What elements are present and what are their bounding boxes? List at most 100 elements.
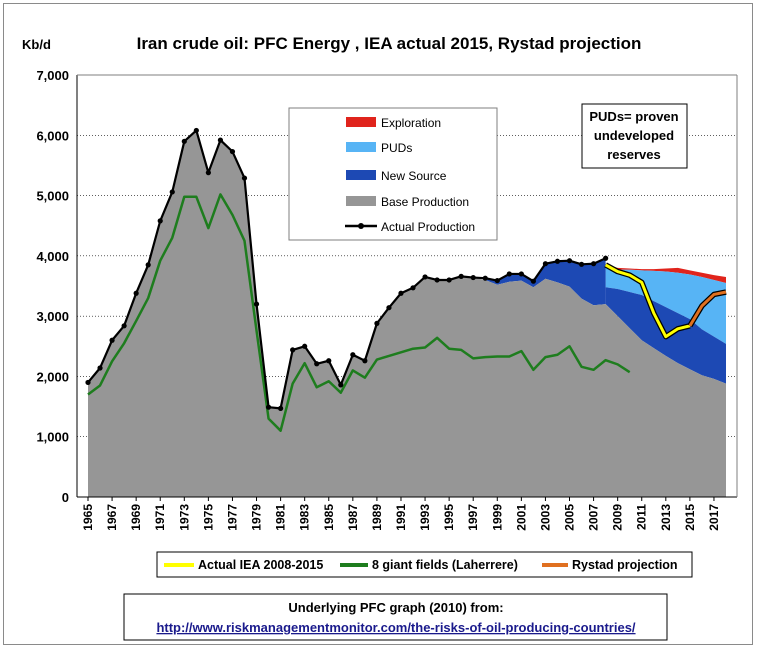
x-tick-label: 1983 <box>298 504 312 531</box>
actual-production-point <box>229 148 236 155</box>
actual-production-point <box>530 278 536 284</box>
new-source-history-area <box>485 258 606 306</box>
legend-swatch-puds <box>346 142 376 152</box>
actual-production-point <box>302 343 308 349</box>
exploration-area <box>605 264 726 283</box>
iea-actual-line <box>604 263 691 339</box>
actual-production-point <box>350 352 356 358</box>
actual-production-point <box>217 137 224 143</box>
actual-production-point <box>265 404 272 410</box>
legend-actual-production: Actual Production <box>381 220 475 234</box>
actual-production-point <box>578 261 585 267</box>
y-tick-label: 7,000 <box>36 68 69 83</box>
note-line-3: reserves <box>607 147 661 162</box>
x-tick-label: 2007 <box>587 504 601 531</box>
x-tick-label: 2013 <box>659 504 673 531</box>
actual-production-point <box>205 170 211 176</box>
actual-production-point <box>554 258 561 264</box>
actual-production-point <box>193 127 199 134</box>
actual-production-point <box>398 290 404 296</box>
x-tick-label: 2011 <box>635 504 649 530</box>
actual-production-point <box>253 301 260 307</box>
y-axis-unit: Kb/d <box>22 37 51 52</box>
x-tick-label: 1995 <box>442 504 456 531</box>
x-tick-label: 1999 <box>490 504 504 531</box>
actual-production-point <box>566 258 573 264</box>
actual-production-point <box>338 382 344 388</box>
note-line-1: PUDs= proven <box>589 109 678 124</box>
actual-production-point <box>145 262 151 268</box>
puds-area <box>605 266 726 344</box>
actual-production-point <box>458 273 464 279</box>
x-tick-label: 2001 <box>514 504 528 531</box>
legend-swatch-exploration <box>346 117 376 127</box>
x-tick-label: 2009 <box>611 504 625 531</box>
actual-production-point <box>590 261 597 267</box>
y-tick-label: 6,000 <box>36 128 69 143</box>
actual-production-point <box>157 218 163 224</box>
actual-production-point <box>506 271 512 277</box>
actual-production-point <box>422 274 428 280</box>
x-tick-label: 1989 <box>370 504 384 531</box>
actual-production-point <box>494 277 500 284</box>
puds-note: PUDs= proven undeveloped reserves <box>581 103 688 169</box>
x-tick-label: 1997 <box>466 504 480 531</box>
actual-production-point <box>97 365 103 371</box>
x-tick-label: 1975 <box>201 504 215 531</box>
actual-production-point <box>314 361 320 367</box>
inner-legend: Exploration PUDs New Source Base Product… <box>288 107 498 241</box>
base-production-area <box>88 130 726 497</box>
x-tick-label: 1993 <box>418 504 432 531</box>
actual-production-point <box>121 323 127 329</box>
actual-production-point <box>169 189 175 195</box>
x-tick-label: 2017 <box>707 504 721 531</box>
chart-title: Iran crude oil: PFC Energy , IEA actual … <box>137 34 642 53</box>
source-box: Underlying PFC graph (2010) from: http:/… <box>123 593 668 641</box>
y-tick-labels: 0 1,000 2,000 3,000 4,000 5,000 6,000 7,000 <box>36 68 69 505</box>
legend-base-production: Base Production <box>381 195 469 209</box>
legend-swatch-base <box>346 196 376 206</box>
actual-production-point <box>278 405 284 411</box>
x-tick-label: 2003 <box>538 504 552 531</box>
actual-production-point <box>85 379 91 386</box>
actual-production-point <box>410 285 416 291</box>
x-tick-label: 1973 <box>177 504 191 531</box>
legend-new-source: New Source <box>381 169 447 183</box>
giant-fields-line <box>87 193 631 432</box>
actual-production-point <box>290 347 296 353</box>
legend-exploration: Exploration <box>381 116 441 130</box>
note-line-2: undeveloped <box>594 128 674 143</box>
x-tick-labels: 1965 1967 1969 1971 1973 1975 1977 1979 1981 1983… <box>81 504 721 531</box>
line-series <box>85 127 727 432</box>
y-tick-label: 0 <box>62 490 69 505</box>
actual-production-point <box>181 138 187 144</box>
source-caption: Underlying PFC graph (2010) from: <box>288 600 503 615</box>
y-tick-label: 3,000 <box>36 309 69 324</box>
actual-production-point <box>482 275 488 281</box>
x-tick-label: 2005 <box>563 504 577 531</box>
actual-production-point <box>434 277 440 283</box>
axes <box>76 74 738 501</box>
actual-production-point <box>133 290 139 296</box>
x-tick-label: 1981 <box>274 504 288 531</box>
actual-production-point <box>446 277 452 283</box>
actual-production-point <box>518 271 524 277</box>
actual-production-point <box>326 358 332 364</box>
x-tick-label: 2015 <box>683 504 697 531</box>
actual-production-point <box>386 305 392 311</box>
source-link[interactable]: http://www.riskmanagementmonitor.com/the… <box>156 620 635 635</box>
actual-production-point <box>374 320 380 326</box>
y-tick-label: 1,000 <box>36 430 69 445</box>
actual-production-point <box>470 274 476 281</box>
actual-production-point <box>542 261 549 267</box>
legend-rystad: Rystad projection <box>572 558 678 572</box>
rystad-projection-line <box>688 290 727 327</box>
actual-production-point <box>241 175 248 181</box>
x-tick-label: 1991 <box>394 504 408 531</box>
y-tick-label: 2,000 <box>36 369 69 384</box>
x-tick-label: 1979 <box>250 504 264 531</box>
bottom-legend: Actual IEA 2008-2015 8 giant fields (Lah… <box>156 551 693 578</box>
legend-iea-actual: Actual IEA 2008-2015 <box>198 558 323 572</box>
y-tick-label: 4,000 <box>36 249 69 264</box>
